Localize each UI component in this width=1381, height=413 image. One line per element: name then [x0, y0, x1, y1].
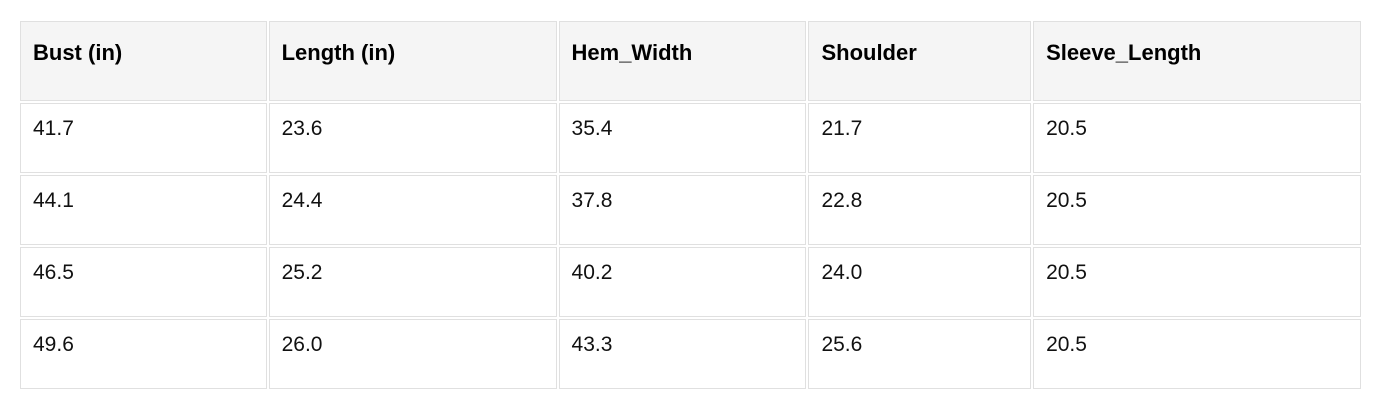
- table-body: 41.7 23.6 35.4 21.7 20.5 44.1 24.4 37.8 …: [20, 103, 1361, 389]
- table-row: 49.6 26.0 43.3 25.6 20.5: [20, 319, 1361, 389]
- table-header-row: Bust (in) Length (in) Hem_Width Shoulder…: [20, 21, 1361, 101]
- table-cell: 24.4: [268, 175, 557, 245]
- table-cell: 20.5: [1033, 319, 1361, 389]
- size-chart-table: Bust (in) Length (in) Hem_Width Shoulder…: [18, 19, 1363, 391]
- table-cell: 20.5: [1033, 247, 1361, 317]
- column-header-hem-width: Hem_Width: [558, 21, 807, 101]
- table-cell: 25.2: [268, 247, 557, 317]
- table-cell: 20.5: [1033, 175, 1361, 245]
- table-cell: 22.8: [808, 175, 1032, 245]
- table-cell: 24.0: [808, 247, 1032, 317]
- table-cell: 37.8: [558, 175, 807, 245]
- table-row: 41.7 23.6 35.4 21.7 20.5: [20, 103, 1361, 173]
- table-cell: 41.7: [20, 103, 267, 173]
- table-cell: 35.4: [558, 103, 807, 173]
- column-header-shoulder: Shoulder: [808, 21, 1032, 101]
- table-cell: 23.6: [268, 103, 557, 173]
- table-row: 44.1 24.4 37.8 22.8 20.5: [20, 175, 1361, 245]
- table-cell: 43.3: [558, 319, 807, 389]
- table-cell: 46.5: [20, 247, 267, 317]
- table-row: 46.5 25.2 40.2 24.0 20.5: [20, 247, 1361, 317]
- table-cell: 21.7: [808, 103, 1032, 173]
- table-cell: 49.6: [20, 319, 267, 389]
- table-cell: 44.1: [20, 175, 267, 245]
- column-header-bust: Bust (in): [20, 21, 267, 101]
- table-cell: 40.2: [558, 247, 807, 317]
- table-cell: 26.0: [268, 319, 557, 389]
- table-cell: 20.5: [1033, 103, 1361, 173]
- column-header-length: Length (in): [268, 21, 557, 101]
- table-cell: 25.6: [808, 319, 1032, 389]
- column-header-sleeve-length: Sleeve_Length: [1033, 21, 1361, 101]
